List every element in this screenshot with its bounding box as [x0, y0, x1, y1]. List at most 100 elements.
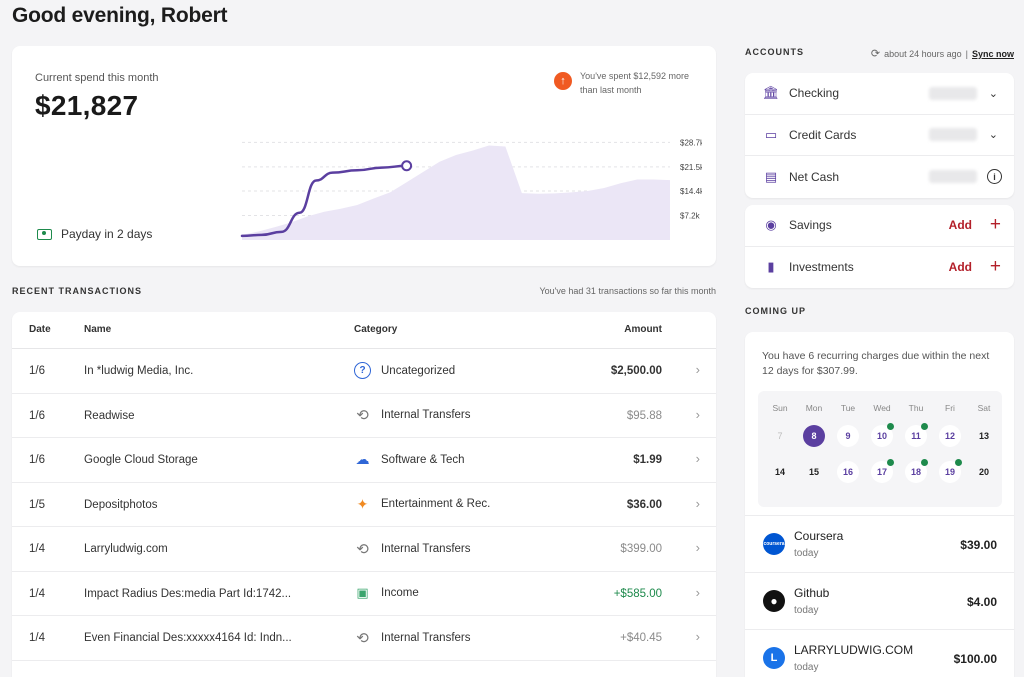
tx-date: 1/4 [29, 632, 45, 644]
chevron-right-icon[interactable]: › [695, 451, 700, 466]
tx-category-label: Income [381, 587, 419, 599]
plus-icon[interactable]: + [989, 214, 1001, 235]
calendar-day-name: Sun [772, 403, 788, 413]
sync-status: ⟳ about 24 hours ago | Sync now [871, 47, 1014, 60]
credit-card-icon: ▭ [764, 126, 778, 142]
calendar-day-number: 15 [808, 467, 819, 477]
calendar-day-number: 14 [774, 467, 785, 477]
y-tick-label: $21.5k [680, 163, 702, 172]
header-category[interactable]: Category [354, 324, 398, 335]
header-name[interactable]: Name [84, 324, 112, 335]
account-row-investments[interactable]: ▮ Investments Add + [745, 247, 1014, 289]
calendar-day[interactable]: 9 [837, 425, 859, 447]
add-account-button[interactable]: Add [948, 218, 972, 233]
sync-separator: | [965, 48, 968, 59]
calendar-day-number: 16 [842, 467, 853, 477]
upcoming-bill-row[interactable]: coursera Coursera today $39.00 [745, 515, 1014, 572]
tx-category[interactable]: ⟲ Internal Transfers [354, 407, 470, 424]
y-tick-label: $28.7k [680, 138, 702, 147]
merchant-logo: ● [763, 590, 785, 612]
info-icon[interactable]: i [987, 169, 1002, 185]
account-balance-hidden [929, 170, 977, 184]
tx-date: 1/6 [29, 365, 45, 377]
chevron-right-icon[interactable]: › [695, 584, 700, 600]
upcoming-bill-row[interactable]: ● Github today $4.00 [745, 572, 1014, 629]
calendar-day[interactable]: 20 [973, 461, 995, 483]
account-row-savings[interactable]: ◉ Savings Add + [745, 205, 1014, 247]
transactions-title: RECENT TRANSACTIONS [12, 286, 143, 296]
refresh-icon[interactable]: ⟳ [870, 48, 881, 60]
calendar-day-number: 12 [944, 431, 955, 441]
table-row[interactable]: 1/6 Google Cloud Storage ☁ Software & Tech $… [12, 438, 716, 483]
account-row-checking[interactable]: 🏛 Checking ⌄ [745, 73, 1014, 115]
account-row-credit-cards[interactable]: ▭ Credit Cards ⌄ [745, 115, 1014, 156]
calendar-day-name: Thu [908, 403, 924, 413]
calendar-day-name: Sat [977, 403, 991, 413]
calendar-day-number: 17 [876, 467, 887, 477]
calendar-day[interactable]: 16 [837, 461, 859, 483]
arrow-up-icon: ↑ [554, 72, 572, 90]
chevron-down-icon[interactable]: ⌄ [988, 129, 998, 142]
bill-name: Coursera [794, 529, 844, 543]
chevron-right-icon[interactable]: › [695, 629, 700, 644]
table-row[interactable]: 1/4 Even Financial Des:xxxxx4164 Id: Indn… [12, 616, 716, 661]
table-row[interactable]: 1/4 Larryludwig.com ⟲ Internal Transfers $39… [12, 527, 716, 572]
sync-now-link[interactable]: Sync now [971, 48, 1014, 59]
chevron-right-icon[interactable]: › [695, 362, 700, 377]
plus-icon[interactable]: + [989, 255, 1001, 277]
account-row-net-cash[interactable]: ▤ Net Cash i [745, 156, 1014, 198]
calendar-day[interactable]: 13 [973, 425, 995, 447]
piggy-bank-icon: ◉ [765, 217, 777, 233]
bill-amount: $4.00 [966, 595, 997, 609]
calendar-day[interactable]: 19 [939, 459, 962, 483]
payday-label: Payday in 2 days [61, 227, 153, 241]
tx-category[interactable]: ? Uncategorized [354, 362, 455, 379]
calendar-day[interactable]: 7 [769, 425, 791, 447]
upcoming-bill-row[interactable]: L LARRYLUDWIG.COM today $100.00 [745, 629, 1014, 677]
add-account-button[interactable]: Add [948, 260, 972, 275]
table-row[interactable]: 1/6 In *ludwig Media, Inc.? Uncategorized $… [12, 349, 716, 394]
calendar-day-number: 20 [978, 467, 989, 477]
calendar-day[interactable]: 15 [803, 461, 825, 483]
bank-icon: 🏛 [762, 85, 780, 101]
tx-category[interactable]: ⟲ Internal Transfers [354, 629, 471, 647]
calendar-day[interactable]: 18 [905, 459, 928, 483]
calendar-day[interactable]: 11 [905, 423, 928, 447]
accounts-list: 🏛 Checking ⌄ ▭ Credit Cards ⌄ ▤ Net Cash i [745, 73, 1014, 198]
bill-name: Github [794, 586, 830, 600]
calendar-day[interactable]: 14 [769, 461, 791, 483]
bill-amount: $39.00 [960, 538, 997, 552]
spend-label: Current spend this month [35, 72, 159, 84]
charge-dot [955, 459, 962, 466]
transfer-icon: ⟲ [356, 540, 369, 558]
calendar-day[interactable]: 17 [871, 459, 894, 483]
recurring-summary: You have 6 recurring charges due within … [762, 350, 990, 377]
calendar-day[interactable]: 8 [803, 425, 825, 447]
header-amount[interactable]: Amount [624, 324, 662, 335]
tx-category[interactable]: ✦ Entertainment & Rec. [354, 496, 491, 513]
table-row[interactable]: 1/5 Depositphotos ✦ Entertainment & Rec. $36… [12, 483, 716, 527]
tx-category-label: Internal Transfers [381, 631, 471, 644]
table-row[interactable]: 1/4 Impact Radius Des:media Part Id:1742.… [12, 572, 716, 616]
tx-amount: $2,500.00 [610, 365, 662, 377]
tx-category[interactable]: ▣ Income [354, 585, 419, 602]
calendar-day[interactable]: 12 [939, 425, 961, 447]
tx-category[interactable]: ☁ Software & Tech [354, 451, 465, 468]
merchant-logo-text: coursera [763, 541, 785, 547]
chevron-right-icon[interactable]: › [695, 406, 700, 422]
chevron-right-icon[interactable]: › [695, 540, 700, 555]
comparison-text: You've spent $12,592 more than last mont… [580, 71, 689, 95]
tx-category[interactable]: ⟲ Internal Transfers [354, 540, 470, 558]
header-date[interactable]: Date [29, 324, 51, 335]
tx-amount: $399.00 [620, 543, 662, 555]
chevron-down-icon[interactable]: ⌄ [988, 87, 998, 100]
tx-date: 1/6 [29, 409, 45, 422]
chevron-right-icon[interactable]: › [695, 495, 700, 511]
current-spend-point[interactable] [401, 160, 413, 172]
cash-icon: ▤ [764, 168, 778, 184]
calendar-day[interactable]: 10 [871, 423, 894, 447]
table-row[interactable]: 1/6 Readwise ⟲ Internal Transfers $95.88 › [12, 394, 716, 438]
money-icon [37, 228, 52, 240]
tx-name: Even Financial Des:xxxxx4164 Id: Indn... [84, 632, 292, 644]
calendar-day-name: Wed [873, 403, 891, 413]
